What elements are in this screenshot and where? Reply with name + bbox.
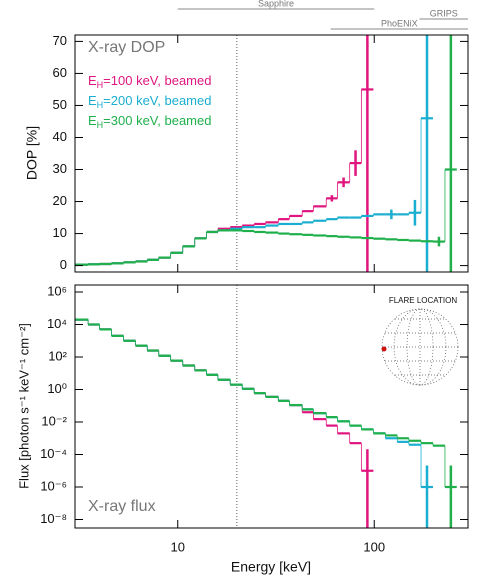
y-tick-label: 30	[53, 161, 67, 176]
y-tick-label: 10⁰	[47, 381, 67, 396]
plot-frame	[74, 284, 469, 529]
plot-area	[75, 285, 457, 528]
plot-area	[75, 35, 457, 272]
legend-entry: EH=100 keV, beamed	[88, 73, 211, 90]
y-axis-label: DOP [%]	[24, 126, 40, 180]
y-tick-label: 40	[53, 129, 67, 144]
y-tick-label: 10⁻²	[41, 413, 67, 428]
y-tick-label: 10⁻⁴	[40, 446, 67, 461]
flare-location-inset	[381, 308, 459, 386]
y-tick-label: 10⁻⁸	[40, 511, 67, 526]
x-tick-label: 100	[363, 539, 385, 554]
x-tick-label: 10	[171, 539, 185, 554]
y-tick-label: 10	[53, 225, 67, 240]
instrument-label: PhoENiX	[381, 18, 418, 28]
inset-title: FLARE LOCATION	[389, 296, 458, 305]
y-tick-label: 70	[53, 33, 67, 48]
legend-entry: EH=300 keV, beamed	[88, 113, 211, 130]
y-tick-label: 20	[53, 193, 67, 208]
y-axis-label: Flux [photon s⁻¹ keV⁻¹ cm⁻²]	[16, 323, 31, 489]
y-tick-label: 10⁻⁶	[40, 478, 67, 493]
y-tick-label: 10⁴	[47, 316, 67, 331]
legend-entry: EH=200 keV, beamed	[88, 93, 211, 110]
panel-label: X-ray flux	[88, 498, 156, 515]
y-tick-label: 0	[60, 257, 67, 272]
instrument-label: GRIPS	[430, 8, 458, 18]
y-tick-label: 60	[53, 65, 67, 80]
flare-marker	[381, 346, 387, 352]
panel-label: X-ray DOP	[88, 39, 165, 56]
y-tick-label: 10⁶	[47, 283, 67, 298]
instrument-label: Sapphire	[258, 0, 294, 8]
y-tick-label: 50	[53, 97, 67, 112]
y-tick-label: 10²	[48, 348, 67, 363]
x-axis-label: Energy [keV]	[231, 559, 311, 575]
plot-frame	[74, 34, 469, 273]
